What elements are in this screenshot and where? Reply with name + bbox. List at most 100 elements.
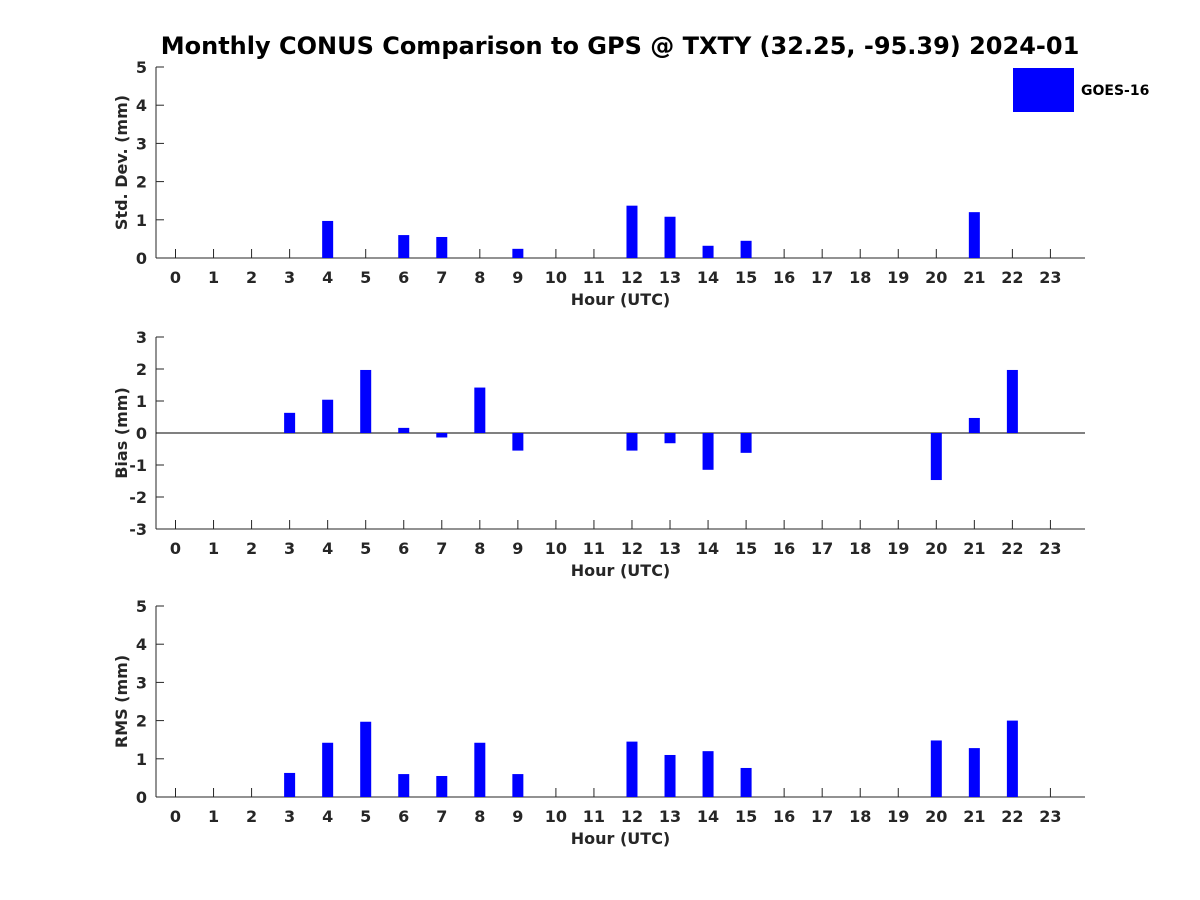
std-dev-x-tick-label: 13 (659, 268, 681, 287)
bias-x-tick-label: 19 (887, 539, 909, 558)
chart-title: Monthly CONUS Comparison to GPS @ TXTY (… (161, 32, 1080, 60)
bias-x-tick-label: 15 (735, 539, 757, 558)
std-dev-bar-hour-4 (322, 220, 334, 258)
std-dev-bar-hour-21 (968, 212, 980, 258)
rms-y-tick-label: 3 (136, 673, 147, 692)
std-dev-x-tick-label: 15 (735, 268, 757, 287)
bias-x-tick-label: 5 (360, 539, 371, 558)
std-dev-y-axis-label: Std. Dev. (mm) (112, 95, 131, 230)
bias-bar-hour-20 (930, 433, 942, 481)
bias-bar-hour-8 (474, 387, 486, 433)
rms-x-tick-label: 9 (512, 807, 523, 826)
rms-x-tick-label: 4 (322, 807, 333, 826)
rms-bar-hour-9 (512, 774, 524, 797)
rms-bar-hour-15 (740, 767, 752, 797)
std-dev-y-tick-label: 0 (136, 249, 147, 268)
rms-bar-hour-14 (702, 751, 714, 797)
rms-y-tick-label: 1 (136, 750, 147, 769)
rms-bar-hour-12 (626, 741, 638, 797)
bias-bar-hour-21 (968, 417, 980, 433)
rms-x-tick-label: 19 (887, 807, 909, 826)
rms-y-tick-label: 4 (136, 635, 147, 654)
bias-bar-hour-4 (322, 399, 334, 433)
bias-bar-hour-5 (360, 369, 372, 433)
std-dev-x-tick-label: 5 (360, 268, 371, 287)
std-dev-x-tick-label: 2 (246, 268, 257, 287)
std-dev-x-tick-label: 19 (887, 268, 909, 287)
bias-bar-hour-14 (702, 433, 714, 470)
rms-x-axis-label: Hour (UTC) (571, 829, 671, 848)
bias-x-tick-label: 3 (284, 539, 295, 558)
std-dev-x-tick-label: 11 (583, 268, 605, 287)
bias-bar-hour-15 (740, 433, 752, 453)
bias-y-tick-label: 0 (136, 424, 147, 443)
bias-x-tick-label: 8 (474, 539, 485, 558)
std-dev-bar-hour-9 (512, 248, 524, 258)
legend-swatch-goes-16 (1013, 68, 1074, 112)
rms-bar-hour-20 (930, 740, 942, 797)
bias-bar-hour-9 (512, 433, 524, 451)
legend: GOES-16 (1013, 68, 1149, 112)
bias-x-tick-label: 21 (963, 539, 985, 558)
rms-x-tick-label: 17 (811, 807, 833, 826)
bias-bar-hour-13 (664, 433, 676, 444)
rms-bar-hour-22 (1006, 720, 1018, 797)
bias-x-tick-label: 1 (208, 539, 219, 558)
bias-y-tick-label: 2 (136, 360, 147, 379)
std-dev-y-tick-label: 3 (136, 134, 147, 153)
bias-y-tick-label: 3 (136, 328, 147, 347)
bias-bar-hour-12 (626, 433, 638, 451)
bias-x-tick-label: 23 (1039, 539, 1061, 558)
std-dev-x-tick-label: 12 (621, 268, 643, 287)
bias-x-tick-label: 18 (849, 539, 871, 558)
std-dev-x-tick-label: 23 (1039, 268, 1061, 287)
rms-bar-hour-21 (968, 748, 980, 797)
std-dev-x-tick-label: 1 (208, 268, 219, 287)
rms-x-tick-label: 1 (208, 807, 219, 826)
rms-x-tick-label: 16 (773, 807, 795, 826)
std-dev-x-tick-label: 16 (773, 268, 795, 287)
rms-bar-hour-13 (664, 754, 676, 797)
rms-x-tick-label: 23 (1039, 807, 1061, 826)
std-dev-x-tick-label: 21 (963, 268, 985, 287)
bias-bar-hour-6 (398, 427, 410, 433)
bias-x-tick-label: 10 (545, 539, 567, 558)
bias-x-tick-label: 6 (398, 539, 409, 558)
bias-y-tick-label: 1 (136, 392, 147, 411)
rms-y-tick-label: 5 (136, 597, 147, 616)
bias-x-tick-label: 13 (659, 539, 681, 558)
rms-x-tick-label: 11 (583, 807, 605, 826)
bias-bar-hour-22 (1006, 369, 1018, 433)
std-dev-x-tick-label: 6 (398, 268, 409, 287)
std-dev-x-tick-label: 22 (1001, 268, 1023, 287)
bias-x-tick-label: 12 (621, 539, 643, 558)
std-dev-bar-hour-6 (398, 235, 410, 258)
std-dev-x-tick-label: 14 (697, 268, 719, 287)
rms-bar-hour-6 (398, 774, 410, 797)
bias-y-axis-label: Bias (mm) (112, 387, 131, 479)
rms-y-tick-label: 0 (136, 788, 147, 807)
std-dev-x-tick-label: 7 (436, 268, 447, 287)
std-dev-bar-hour-13 (664, 216, 676, 258)
rms-x-tick-label: 3 (284, 807, 295, 826)
std-dev-x-tick-label: 9 (512, 268, 523, 287)
std-dev-y-tick-label: 1 (136, 211, 147, 230)
bias-x-tick-label: 16 (773, 539, 795, 558)
rms-x-tick-label: 22 (1001, 807, 1023, 826)
bias-y-tick-label: -1 (129, 456, 147, 475)
bias-x-tick-label: 17 (811, 539, 833, 558)
rms-x-tick-label: 13 (659, 807, 681, 826)
rms-bar-hour-8 (474, 742, 486, 797)
rms-y-axis-label: RMS (mm) (112, 655, 131, 748)
std-dev-bar-hour-15 (740, 240, 752, 258)
rms-bar-hour-7 (436, 775, 448, 797)
rms-y-tick-label: 2 (136, 712, 147, 731)
bias-x-tick-label: 0 (170, 539, 181, 558)
bias-x-tick-label: 2 (246, 539, 257, 558)
rms-bar-hour-3 (284, 772, 296, 797)
std-dev-x-tick-label: 18 (849, 268, 871, 287)
rms-x-tick-label: 8 (474, 807, 485, 826)
bias-x-tick-label: 7 (436, 539, 447, 558)
bias-x-tick-label: 4 (322, 539, 333, 558)
